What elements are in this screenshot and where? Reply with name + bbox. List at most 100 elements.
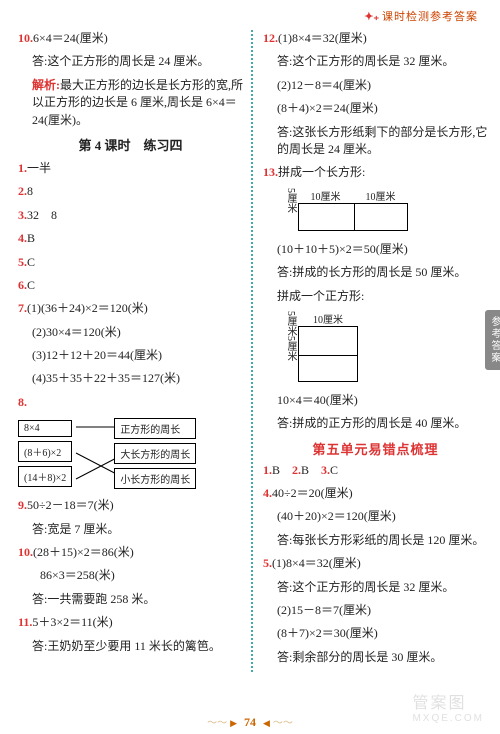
a1: 1.一半 (18, 160, 243, 177)
d1-top2: 10厘米 (353, 188, 408, 203)
a1t: 一半 (27, 161, 51, 175)
b5-2a: (2)15－8＝7(厘米) (263, 602, 488, 619)
a9b: 答:宽是 7 厘米。 (18, 521, 243, 538)
q8-r0: 正方形的周长 (114, 418, 196, 439)
d2-side: 5厘米5厘米 (283, 311, 298, 361)
a9: 9.50÷2－18＝7(米) (18, 497, 243, 514)
d2-wrap: 10厘米 (298, 311, 358, 386)
a11b: 答:王奶奶至少要用 11 米长的篱笆。 (18, 638, 243, 655)
a7-2: (2)30×4＝120(米) (18, 324, 243, 341)
b1n: 1. (263, 463, 272, 477)
foot-orn-r: ～～ (273, 718, 293, 729)
page-footer: ～～ ▶ 74 ◀ ～～ (0, 714, 500, 730)
foot-tri-r: ◀ (263, 718, 270, 728)
q8-l1: (8＋6)×2 (18, 441, 72, 462)
q13c: 答:拼成的长方形的周长是 50 厘米。 (263, 264, 488, 281)
q12n: 12. (263, 31, 278, 45)
a10b: 答:一共需要跑 258 米。 (18, 591, 243, 608)
d1-top1: 10厘米 (298, 188, 353, 203)
header-ornament: ✦₊ (364, 11, 379, 23)
a6t: C (27, 278, 35, 292)
b5-2b: (8＋7)×2＝30(厘米) (263, 625, 488, 642)
a9n: 9. (18, 498, 27, 512)
a5t: C (27, 255, 35, 269)
analysis-text: 最大正方形的边长是长方形的宽,所以正方形的边长是 6 厘米,周长是 6×4＝24… (32, 78, 243, 127)
a11n: 11. (18, 615, 32, 629)
q10-analysis: 解析:最大正方形的边长是长方形的宽,所以正方形的边长是 6 厘米,周长是 6×4… (18, 77, 243, 129)
a6n: 6. (18, 278, 27, 292)
b4: 4.40÷2＝20(厘米) (263, 485, 488, 502)
b4a: (40＋20)×2＝120(厘米) (263, 508, 488, 525)
q10-line1: 10.6×4＝24(厘米) (18, 30, 243, 47)
a10a: 86×3＝258(米) (18, 567, 243, 584)
b2n: 2. (292, 463, 301, 477)
q13b: (10＋10＋5)×2＝50(厘米) (263, 241, 488, 258)
q13d: 拼成一个正方形: (263, 288, 488, 305)
b5-1a: (1)8×4＝32(厘米) (272, 556, 361, 570)
b5-2c: 答:剩余部分的周长是 30 厘米。 (263, 649, 488, 666)
q13a: 拼成一个长方形: (278, 165, 365, 179)
a7: 7.(1)(36＋24)×2＝120(米) (18, 300, 243, 317)
a6: 6.C (18, 277, 243, 294)
b4n: 4. (263, 486, 272, 500)
section-5-title: 第五单元易错点梳理 (263, 439, 488, 458)
a5: 5.C (18, 254, 243, 271)
foot-orn-l: ～～ (207, 718, 227, 729)
q8-right-boxes: 正方形的周长 大长方形的周长 小长方形的周长 (114, 418, 196, 489)
b5-1b: 答:这个正方形的周长是 32 厘米。 (263, 579, 488, 596)
q12-1b: 答:这个正方形的周长是 32 厘米。 (263, 53, 488, 70)
d1-wrap: 10厘米 10厘米 (298, 188, 408, 235)
a3n: 3. (18, 208, 27, 222)
page-root: ✦₊ 课时检测参考答案 参考答案 10.6×4＝24(厘米) 答:这个正方形的周… (0, 0, 500, 734)
a10n: 10. (18, 545, 33, 559)
b1t: B (272, 463, 280, 477)
b5n: 5. (263, 556, 272, 570)
foot-tri-l: ▶ (230, 718, 237, 728)
d2-rect (298, 326, 358, 382)
diag-rect1: 5厘米 10厘米 10厘米 (283, 188, 488, 235)
a2t: 8 (27, 184, 33, 198)
a3: 3.32 8 (18, 207, 243, 224)
q13n: 13. (263, 165, 278, 179)
a7-1: (1)(36＋24)×2＝120(米) (27, 301, 148, 315)
d1-side: 5厘米 (283, 188, 298, 213)
a10: 10.(28＋15)×2＝86(米) (18, 544, 243, 561)
a1n: 1. (18, 161, 27, 175)
a7n: 7. (18, 301, 27, 315)
q10-ans: 答:这个正方形的周长是 24 厘米。 (18, 53, 243, 70)
q12-2a: (2)12－8＝4(厘米) (263, 77, 488, 94)
page-header: ✦₊ 课时检测参考答案 (364, 8, 478, 24)
a2n: 2. (18, 184, 27, 198)
a5n: 5. (18, 255, 27, 269)
right-column: 12.(1)8×4＝32(厘米) 答:这个正方形的周长是 32 厘米。 (2)1… (251, 30, 488, 672)
q10-expr: 6×4＝24(厘米) (33, 31, 108, 45)
a10t: (28＋15)×2＝86(米) (33, 545, 134, 559)
a4: 4.B (18, 230, 243, 247)
a11t: 5＋3×2＝11(米) (32, 615, 112, 629)
a4n: 4. (18, 231, 27, 245)
q12: 12.(1)8×4＝32(厘米) (263, 30, 488, 47)
diag-rect2: 5厘米5厘米 10厘米 (283, 311, 488, 386)
wm-big: 管案图 (412, 695, 466, 712)
a11: 11.5＋3×2＝11(米) (18, 614, 243, 631)
q12-1: (1)8×4＝32(厘米) (278, 31, 367, 45)
page-number: 74 (240, 715, 260, 729)
a7-3: (3)12＋12＋20＝44(厘米) (18, 347, 243, 364)
b3t: C (330, 463, 338, 477)
q12-2c: 答:这张长方形纸剩下的部分是长方形,它的周长是 24 厘米。 (263, 124, 488, 159)
a7-4: (4)35＋35＋22＋35＝127(米) (18, 370, 243, 387)
a4t: B (27, 231, 35, 245)
b4t: 40÷2＝20(厘米) (272, 486, 353, 500)
columns: 10.6×4＝24(厘米) 答:这个正方形的周长是 24 厘米。 解析:最大正方… (0, 0, 500, 696)
a2: 2.8 (18, 183, 243, 200)
q13f: 答:拼成的正方形的周长是 40 厘米。 (263, 415, 488, 432)
a8n: 8. (18, 395, 27, 409)
q8-diagram: 8×4 (8＋6)×2 (14＋8)×2 正方形的周长 大长方形的周长 小长方形… (18, 417, 243, 489)
q10-num: 10. (18, 31, 33, 45)
q8-l0: 8×4 (18, 420, 72, 437)
q13e: 10×4＝40(厘米) (263, 392, 488, 409)
b3n: 3. (321, 463, 330, 477)
section-4-title: 第 4 课时 练习四 (18, 135, 243, 154)
a9t: 50÷2－18＝7(米) (27, 498, 114, 512)
b4b: 答:每张长方形彩纸的周长是 120 厘米。 (263, 532, 488, 549)
